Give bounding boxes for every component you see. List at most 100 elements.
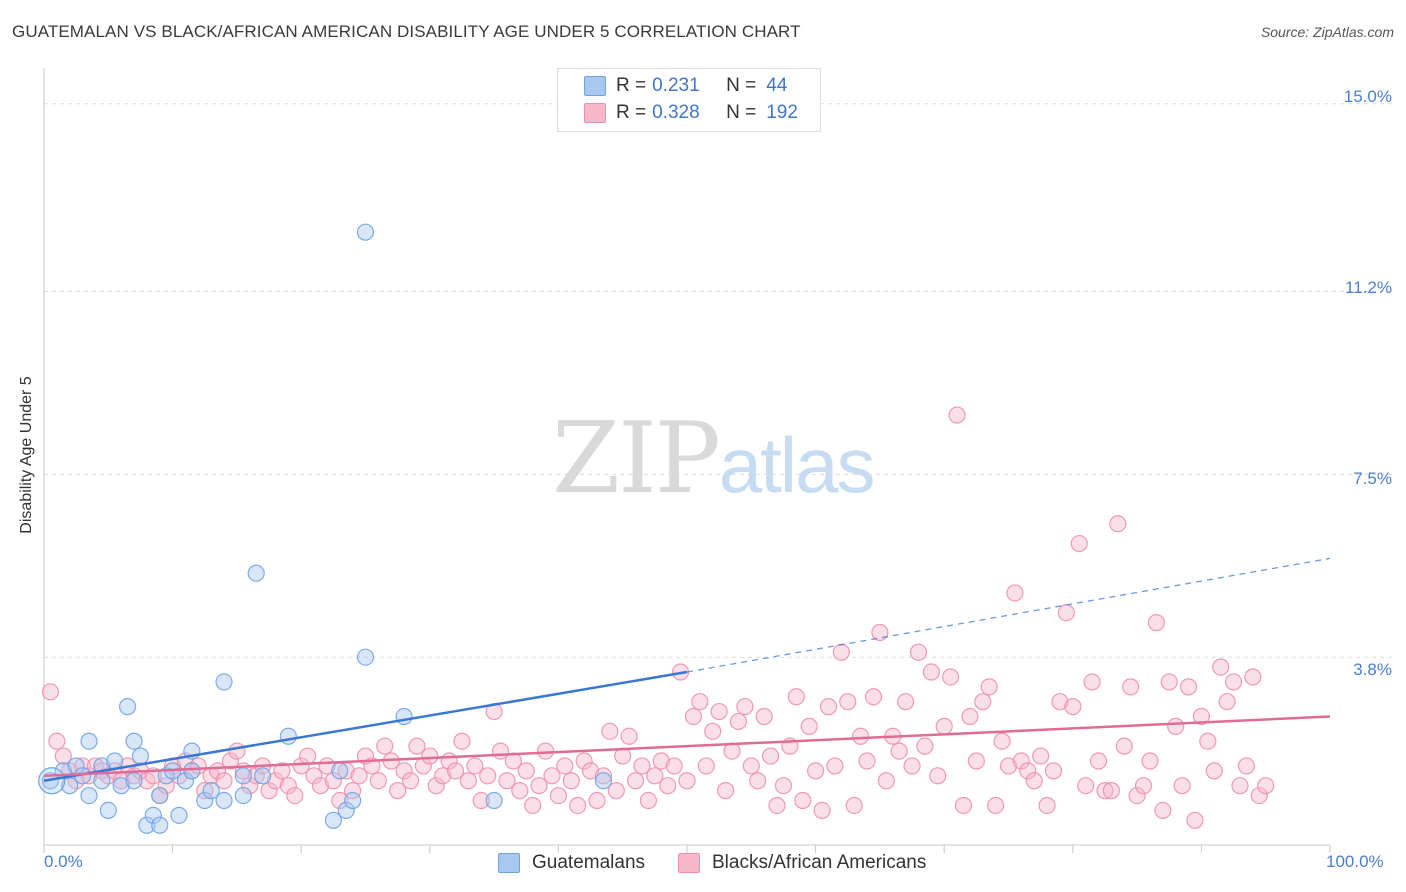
- guatemalan-point: [215, 791, 233, 810]
- black-african-american-point: [498, 772, 516, 790]
- black-african-american-point: [1044, 762, 1063, 780]
- black-african-american-point: [871, 623, 889, 642]
- black-african-american-point: [594, 767, 613, 785]
- black-african-american-point: [466, 757, 484, 775]
- black-african-american-point: [1025, 772, 1043, 790]
- black-african-american-point: [684, 707, 703, 726]
- black-african-american-trend-line: [43, 715, 1331, 778]
- guatemalan-point: [151, 816, 169, 834]
- legend-n-value: 44: [766, 75, 788, 96]
- black-african-american-point: [556, 757, 574, 775]
- black-african-american-point: [286, 786, 304, 805]
- guatemalan-point: [324, 811, 342, 829]
- black-african-american-point: [331, 791, 349, 810]
- black-african-american-point: [897, 693, 915, 711]
- black-african-american-point: [800, 717, 818, 735]
- black-african-american-point: [806, 762, 825, 780]
- x-tick-label: 100.0%: [1326, 852, 1384, 871]
- black-african-american-point: [48, 732, 66, 750]
- black-african-american-point: [1070, 534, 1088, 553]
- black-african-american-point: [761, 747, 780, 765]
- black-african-american-point: [1051, 693, 1069, 711]
- black-african-american-point: [1218, 693, 1236, 711]
- black-african-american-point: [1224, 673, 1243, 691]
- black-african-american-point: [858, 752, 876, 770]
- guatemalan-point: [131, 747, 150, 765]
- legend-r-value: 0.328: [652, 102, 700, 123]
- black-african-american-point: [511, 782, 529, 800]
- black-african-american-point: [260, 782, 278, 800]
- guatemalan-point: [138, 816, 156, 834]
- legend-swatch: [678, 853, 700, 873]
- legend-r-value: 0.231: [652, 75, 700, 96]
- guatemalan-point: [337, 801, 355, 820]
- black-african-american-point: [993, 732, 1011, 750]
- guatemalan-point: [170, 806, 188, 824]
- black-african-american-point: [479, 767, 497, 785]
- black-african-american-point: [588, 791, 606, 810]
- black-african-american-point: [446, 762, 465, 780]
- chart-title: GUATEMALAN VS BLACK/AFRICAN AMERICAN DIS…: [12, 22, 801, 41]
- legend-label: Guatemalans: [532, 852, 646, 873]
- black-african-american-point: [929, 767, 947, 785]
- black-african-american-point: [1038, 796, 1056, 815]
- black-african-american-point: [569, 796, 587, 815]
- black-african-american-point: [241, 777, 259, 795]
- black-african-american-point: [1102, 782, 1120, 800]
- guatemalan-point: [247, 564, 265, 582]
- black-african-american-point: [749, 772, 767, 790]
- legend-item-blacks: Blacks/African Americans: [678, 852, 926, 874]
- black-african-american-point: [1019, 762, 1037, 780]
- black-african-american-point: [369, 772, 387, 790]
- guatemalan-point: [594, 772, 613, 790]
- black-african-american-point: [575, 752, 593, 770]
- black-african-american-point: [1173, 777, 1191, 795]
- black-african-american-point: [903, 757, 921, 775]
- black-african-american-point: [1128, 786, 1146, 805]
- guatemalan-point: [234, 767, 252, 785]
- guatemalan-point: [61, 777, 79, 795]
- black-african-american-point: [530, 777, 548, 795]
- black-african-american-point: [1032, 747, 1050, 765]
- black-african-american-point: [344, 782, 362, 800]
- black-african-american-point: [716, 782, 735, 800]
- black-african-american-point: [221, 752, 240, 770]
- black-african-american-point: [1250, 786, 1268, 805]
- black-african-american-point: [665, 757, 683, 775]
- black-african-american-point: [794, 791, 812, 810]
- black-african-american-point: [768, 796, 786, 815]
- black-african-american-point: [1077, 777, 1095, 795]
- black-african-american-point: [196, 782, 214, 800]
- black-african-american-point: [1064, 698, 1082, 716]
- black-african-american-point: [299, 747, 317, 765]
- black-african-american-point: [620, 727, 638, 745]
- guatemalan-point: [344, 791, 362, 810]
- black-african-american-point: [916, 737, 934, 755]
- black-african-american-point: [742, 757, 760, 775]
- black-african-american-point: [935, 717, 953, 735]
- guatemalan-point: [93, 772, 111, 790]
- black-african-american-point: [826, 757, 844, 775]
- black-african-american-point: [839, 693, 857, 711]
- black-african-american-point: [1115, 737, 1133, 755]
- black-african-american-point: [536, 742, 555, 760]
- black-african-american-point: [549, 786, 568, 805]
- legend-swatch: [498, 853, 520, 873]
- black-african-american-point: [942, 668, 960, 686]
- legend-row-blacks: R = 0.328 N = 192: [584, 102, 798, 124]
- watermark: ZIPatlas: [552, 402, 876, 516]
- legend-n-value: 192: [766, 102, 798, 123]
- black-african-american-point: [909, 643, 928, 661]
- black-african-american-point: [601, 722, 619, 740]
- black-african-american-point: [517, 762, 535, 780]
- black-african-american-point: [562, 772, 580, 790]
- black-african-american-point: [652, 752, 670, 770]
- black-african-american-point: [324, 772, 342, 790]
- black-african-american-point: [607, 782, 625, 800]
- y-tick-label: 7.5%: [1353, 469, 1392, 488]
- guatemalan-trend-line: [43, 670, 688, 782]
- black-african-american-point: [1212, 658, 1230, 676]
- guatemalan-point: [118, 698, 137, 716]
- black-african-american-point: [157, 777, 175, 795]
- black-african-american-point: [819, 698, 838, 716]
